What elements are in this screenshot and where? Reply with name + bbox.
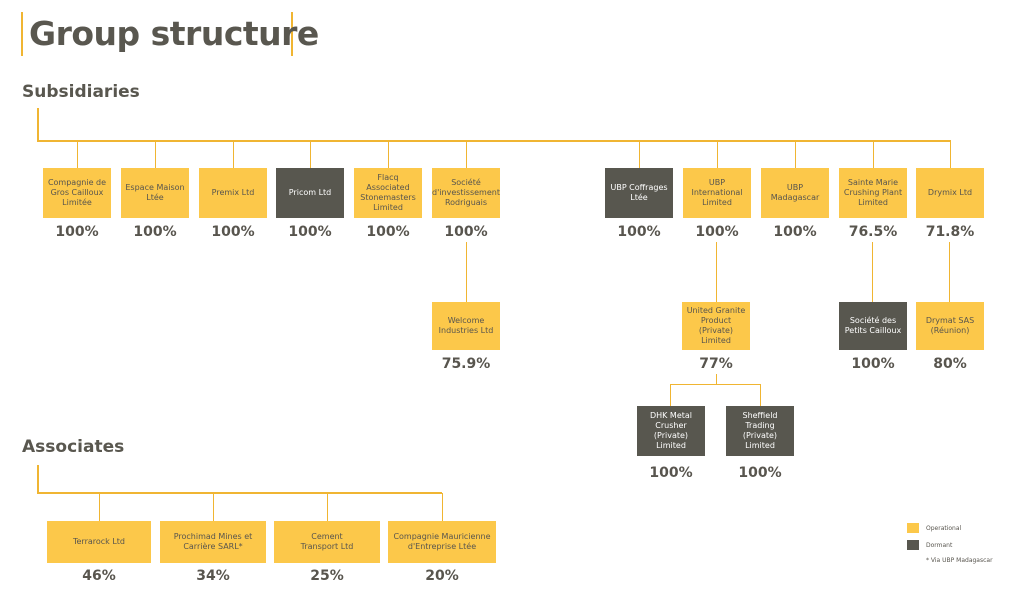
connector-line: [639, 141, 640, 168]
legend-dormant-swatch: [907, 540, 919, 550]
associates-ownership-pct: 34%: [196, 568, 230, 584]
third-level-entity-box: Sheffield Trading (Private) Limited: [726, 406, 794, 456]
subsidiaries-ownership-pct: 100%: [55, 224, 99, 240]
subsidiaries-ownership-pct: 100%: [444, 224, 488, 240]
subsidiaries-ownership-pct: 100%: [288, 224, 332, 240]
connector-line: [795, 141, 796, 168]
connector-line: [77, 141, 78, 168]
connector-line: [760, 384, 761, 406]
third-level-ownership-pct: 100%: [649, 465, 693, 481]
connector-line: [670, 384, 671, 406]
second-level-ownership-pct: 77%: [699, 356, 733, 372]
subsidiaries-ownership-pct: 100%: [773, 224, 817, 240]
subsidiaries-entity-box: Société d'investissement Rodriguais: [432, 168, 500, 218]
connector-line: [442, 493, 443, 521]
connector-line: [388, 141, 389, 168]
subsidiaries-entity-box: UBP International Limited: [683, 168, 751, 218]
second-level-ownership-pct: 80%: [933, 356, 967, 372]
subsidiaries-entity-box: Sainte Marie Crushing Plant Limited: [839, 168, 907, 218]
associates-heading: Associates: [22, 437, 125, 457]
associates-entity-box: Compagnie Mauricienne d'Entreprise Ltée: [388, 521, 496, 563]
subsidiaries-ownership-pct: 100%: [695, 224, 739, 240]
connector-line: [37, 140, 951, 142]
connector-line: [213, 493, 214, 521]
associates-ownership-pct: 25%: [310, 568, 344, 584]
subsidiaries-ownership-pct: 100%: [617, 224, 661, 240]
connector-line: [37, 465, 39, 493]
connector-line: [37, 492, 442, 494]
subsidiaries-ownership-pct: 71.8%: [925, 224, 975, 240]
subsidiaries-ownership-pct: 100%: [211, 224, 255, 240]
connector-line: [466, 141, 467, 168]
subsidiaries-ownership-pct: 100%: [133, 224, 177, 240]
connector-line: [872, 242, 873, 302]
subsidiaries-entity-box: Espace Maison Ltée: [121, 168, 189, 218]
associates-ownership-pct: 20%: [425, 568, 459, 584]
subsidiaries-entity-box: UBP Madagascar: [761, 168, 829, 218]
subsidiaries-entity-box: Premix Ltd: [199, 168, 267, 218]
subsidiaries-entity-box: Compagnie de Gros Cailloux Limitée: [43, 168, 111, 218]
connector-line: [310, 141, 311, 168]
third-level-ownership-pct: 100%: [738, 465, 782, 481]
connector-line: [716, 374, 717, 384]
second-level-ownership-pct: 75.9%: [441, 356, 491, 372]
subsidiaries-entity-box: Flacq Associated Stonemasters Limited: [354, 168, 422, 218]
connector-line: [99, 493, 100, 521]
subsidiaries-heading: Subsidiaries: [22, 82, 140, 102]
connector-line: [233, 141, 234, 168]
subsidiaries-entity-box: UBP Coffrages Ltée: [605, 168, 673, 218]
second-level-ownership-pct: 100%: [851, 356, 895, 372]
connector-line: [717, 141, 718, 168]
second-level-entity-box: Société des Petits Cailloux: [839, 302, 907, 350]
subsidiaries-entity-box: Drymix Ltd: [916, 168, 984, 218]
legend-dormant-label: Dormant: [926, 542, 953, 549]
connector-line: [327, 493, 328, 521]
legend-operational-swatch: [907, 523, 919, 533]
subsidiaries-entity-box: Pricom Ltd: [276, 168, 344, 218]
connector-line: [950, 141, 951, 168]
connector-line: [37, 108, 39, 141]
subsidiaries-ownership-pct: 100%: [366, 224, 410, 240]
legend-footnote: * Via UBP Madagascar: [926, 557, 993, 564]
connector-line: [466, 242, 467, 302]
connector-line: [155, 141, 156, 168]
associates-entity-box: Terrarock Ltd: [47, 521, 151, 563]
subsidiaries-ownership-pct: 76.5%: [848, 224, 898, 240]
associates-ownership-pct: 46%: [82, 568, 116, 584]
legend-operational-label: Operational: [926, 525, 962, 532]
second-level-entity-box: Drymat SAS (Réunion): [916, 302, 984, 350]
connector-line: [873, 141, 874, 168]
second-level-entity-box: Welcome Industries Ltd: [432, 302, 500, 350]
page-title: Group structure: [29, 14, 319, 53]
connector-line: [716, 242, 717, 302]
associates-entity-box: Cement Transport Ltd: [274, 521, 380, 563]
third-level-entity-box: DHK Metal Crusher (Private) Limited: [637, 406, 705, 456]
associates-entity-box: Prochimad Mines et Carrière SARL*: [160, 521, 266, 563]
second-level-entity-box: United Granite Product (Private) Limited: [682, 302, 750, 350]
title-frame: Group structure: [21, 12, 319, 56]
connector-line: [670, 384, 761, 385]
connector-line: [949, 242, 950, 302]
